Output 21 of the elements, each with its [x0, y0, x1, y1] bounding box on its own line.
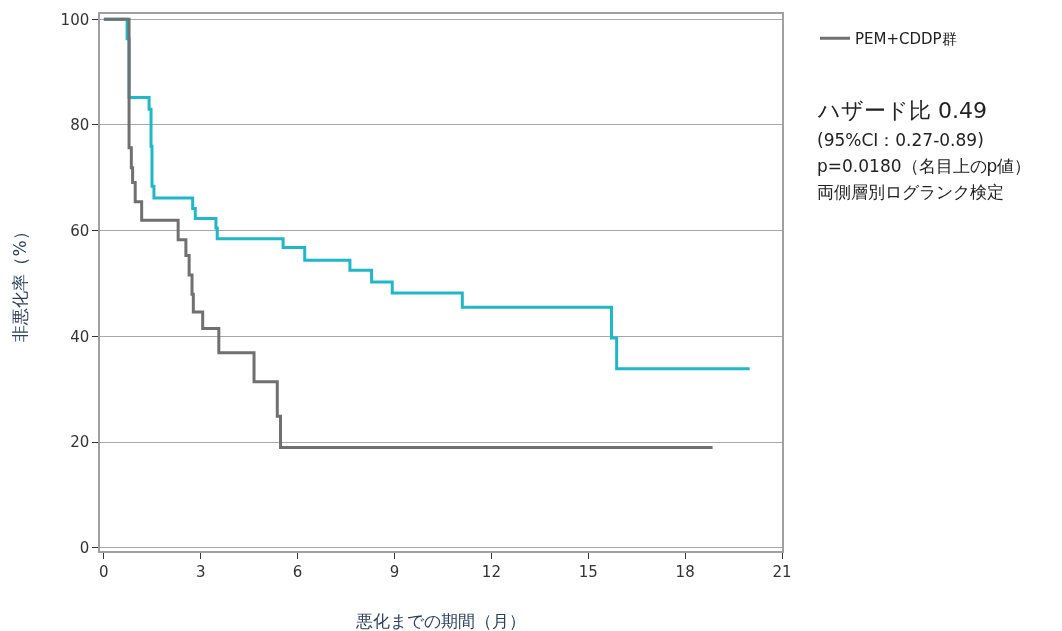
x-tick-label: 21 — [772, 562, 792, 581]
y-tick-label: 0 — [79, 539, 90, 558]
y-tick-label: 20 — [70, 433, 90, 452]
y-tick-label: 60 — [70, 221, 90, 240]
y-tick-label: 80 — [70, 116, 90, 135]
x-tick-label: 18 — [675, 562, 695, 581]
x-tick-label: 0 — [99, 562, 109, 581]
text: p=0.0180（名目上のp値） — [817, 156, 1032, 176]
text: (95%CI：0.27-0.89) — [817, 130, 984, 150]
y-tick-label: 40 — [70, 327, 90, 346]
text: ハザード比 0.49 — [817, 98, 987, 123]
x-tick-label: 6 — [292, 562, 303, 581]
x-tick-label: 9 — [389, 562, 400, 581]
y-tick-label: 100 — [60, 10, 90, 29]
y-axis-title: 非悪化率（%） — [9, 223, 30, 342]
text: 両側層別ログランク検定 — [817, 182, 1004, 202]
x-tick-label: 3 — [195, 562, 206, 581]
x-axis-title: 悪化までの期間（月） — [355, 611, 526, 631]
legend-label: PEM+CDDP群 — [855, 30, 957, 49]
x-tick-label: 12 — [481, 562, 501, 581]
x-tick-label: 15 — [578, 562, 598, 581]
